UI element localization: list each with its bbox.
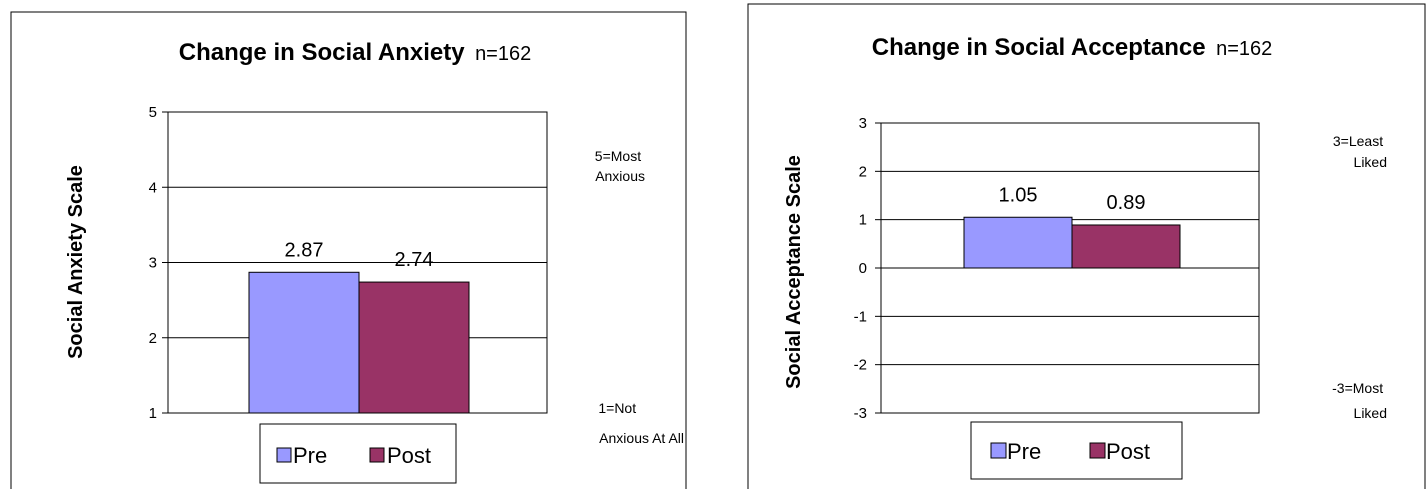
chart-2-bar-pre (963, 216, 1073, 269)
chart-1-legend-label-pre: Pre (293, 443, 327, 468)
chart-2-legend: Pre Post (970, 421, 1183, 480)
chart-social-anxiety: Change in Social Anxiety n=162 Social An… (10, 11, 687, 489)
chart-1-legend: Pre Post (259, 423, 457, 484)
chart-2-legend-label-pre: Pre (1007, 439, 1041, 464)
y-tick-label: 2 (149, 330, 157, 347)
chart-2-note-bottom: -3=Most Liked (1332, 380, 1387, 421)
y-tick-label: 1 (859, 212, 867, 229)
chart-1-bar-pre (248, 271, 360, 414)
chart-2-legend-box (970, 421, 1183, 480)
y-tick-label: 1 (149, 405, 157, 422)
chart-2-legend-swatch-pre (990, 442, 1007, 459)
chart-2-legend-swatch-post (1089, 442, 1106, 459)
chart-1-data-label-pre: 2.87 (285, 239, 324, 261)
chart-1-note-top: 5=Most Anxious (595, 148, 645, 184)
chart-1-legend-swatch-pre (276, 447, 292, 463)
chart-2-legend-label-post: Post (1106, 439, 1150, 464)
chart-2-title-main: Change in Social Acceptance (872, 34, 1206, 61)
chart-2-title: Change in Social Acceptance n=162 (872, 34, 1273, 61)
y-tick-label: 4 (149, 179, 157, 196)
chart-1-bar-post (358, 281, 470, 414)
y-tick-label: 0 (859, 260, 867, 277)
chart-1-note-bottom: 1=Not Anxious At All (598, 400, 684, 446)
chart-2-note-top: 3=Least Liked (1333, 133, 1387, 170)
y-tick-label: 3 (859, 115, 867, 132)
chart-1-legend-swatch-post (369, 447, 385, 463)
chart-1-title-suffix: n=162 (475, 43, 531, 65)
y-tick-label: 3 (149, 255, 157, 272)
chart-1-title: Change in Social Anxiety n=162 (179, 39, 531, 66)
chart-1-title-main: Change in Social Anxiety (179, 39, 465, 66)
chart-2-ylabel: Social Acceptance Scale (783, 155, 805, 389)
chart-2-y-ticks: -3 -2 -1 0 1 2 3 (854, 115, 881, 422)
y-tick-label: -1 (854, 308, 867, 325)
chart-1-legend-label-post: Post (387, 443, 431, 468)
chart-1-data-label-post: 2.74 (395, 249, 434, 271)
chart-1-legend-box (259, 423, 457, 484)
chart-social-acceptance: Change in Social Acceptance n=162 Social… (747, 3, 1426, 489)
chart-2-data-label-pre: 1.05 (999, 184, 1038, 206)
chart-2-bar-post (1071, 224, 1181, 269)
y-tick-label: -2 (854, 357, 867, 374)
chart-2-data-label-post: 0.89 (1107, 192, 1146, 214)
y-tick-label: -3 (854, 405, 867, 422)
y-tick-label: 2 (859, 163, 867, 180)
y-tick-label: 5 (149, 104, 157, 121)
chart-2-title-suffix: n=162 (1216, 38, 1272, 60)
chart-1-y-ticks: 1 2 3 4 5 (149, 104, 168, 422)
chart-1-ylabel: Social Anxiety Scale (65, 165, 87, 359)
